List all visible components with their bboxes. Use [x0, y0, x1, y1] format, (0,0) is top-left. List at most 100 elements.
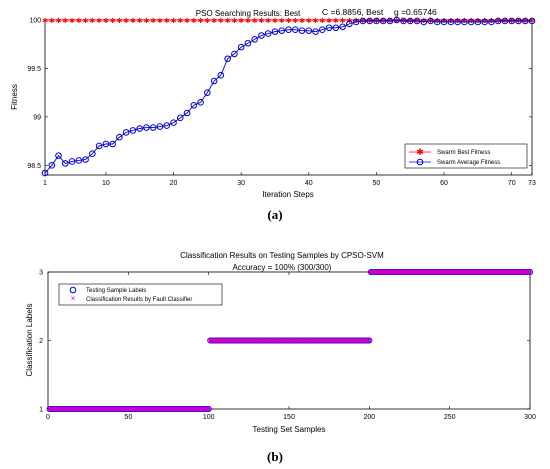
chart-a-average-point [197, 99, 204, 106]
chart-a-best-point: ✱ [130, 17, 136, 25]
chart-a-average-point [400, 17, 407, 25]
chart-a-best-point: ✱ [272, 17, 278, 25]
chart-a-average-point [264, 30, 272, 37]
chart-a-average-point [89, 150, 96, 157]
chart-a-average-point [528, 17, 536, 25]
chart-b-xtick-label: 0 [46, 414, 50, 421]
chart-a-average-point [271, 28, 279, 35]
chart-a-average-point [41, 169, 49, 177]
chart-a-average-point [515, 17, 522, 25]
chart-b-xtick-label: 50 [124, 414, 132, 421]
chart-a-best-point: ✱ [137, 17, 143, 25]
chart-a-average-point [204, 89, 211, 96]
chart-a-best-point: ✱ [164, 17, 170, 25]
chart-a-average-point [129, 127, 137, 134]
chart-a-average-point [95, 142, 103, 150]
chart-a-average-point [102, 140, 110, 148]
chart-a-best-point: ✱ [157, 17, 163, 25]
chart-a-best-point: ✱ [83, 17, 89, 25]
chart-a-average-point [298, 27, 306, 34]
chart-a-best-point: ✱ [49, 17, 55, 25]
chart-a-average-point [352, 18, 360, 26]
chart-a-best-point: ✱ [56, 17, 62, 25]
chart-a-legend-avg: Swarm Average Fitness [437, 160, 500, 166]
chart-a-best-point: ✱ [265, 17, 271, 25]
chart-a-xtick-label: 60 [440, 180, 448, 187]
chart-a-ytick-label: 99.5 [27, 66, 41, 73]
chart-a-average-point [170, 119, 177, 126]
chart-a-average-point [406, 17, 414, 25]
chart-b-series [46, 268, 534, 413]
chart-a-series-average [41, 16, 536, 177]
chart-b-ylabel: Classification Labels [25, 304, 34, 377]
chart-a-average-point [258, 32, 265, 39]
chart-a-best-point: ✱ [306, 17, 312, 25]
chart-a-average-point [434, 18, 441, 26]
chart-a-ytick-label: 98.5 [27, 163, 41, 170]
chart-a-average-point [116, 133, 123, 141]
chart-b-result-point [366, 337, 372, 344]
chart-a-best-point: ✱ [116, 17, 122, 25]
chart-a-best-point: ✱ [218, 17, 224, 25]
chart-a-average-point [467, 18, 475, 26]
chart-a-average-point [346, 20, 353, 28]
chart-a-panel-label: (a) [267, 207, 282, 222]
legend-circle-icon [69, 286, 77, 294]
chart-a-best-point: ✱ [313, 17, 319, 25]
chart-b-xtick-label: 100 [203, 414, 215, 421]
chart-a-average-point [386, 17, 394, 25]
chart-a-best-point: ✱ [238, 17, 244, 25]
legend-star-icon: ✱ [416, 147, 424, 157]
chart-a-ytick-label: 99 [33, 114, 41, 121]
chart-a-best-point: ✱ [191, 17, 197, 25]
chart-a-average-point [231, 50, 238, 58]
chart-a-title: PSO Searching Results: Best [196, 9, 301, 18]
chart-a-average-point [61, 160, 69, 167]
chart-b-xtick-label: 150 [283, 414, 295, 421]
chart-b-xtick-label: 200 [363, 414, 375, 421]
chart-a-best-point: ✱ [42, 17, 48, 25]
chart-a-legend: ✱ Swarm Best Fitness Swarm Average Fitne… [404, 143, 528, 169]
chart-b-result-point [204, 406, 210, 412]
chart-a-average-point [359, 17, 367, 25]
chart-b-xlabel: Testing Set Samples [253, 425, 326, 434]
chart-a-xtick-label: 20 [170, 180, 178, 187]
chart-a-average-point [163, 122, 171, 129]
chart-a-best-point: ✱ [333, 17, 339, 25]
chart-a-best-point: ✱ [292, 17, 298, 25]
chart-a-average-point [217, 71, 225, 79]
chart-a-legend-best: Swarm Best Fitness [437, 150, 490, 156]
chart-a-xtick-label: 73 [528, 180, 536, 187]
chart-a-best-point: ✱ [144, 17, 150, 25]
chart-a-average-point [136, 125, 143, 132]
chart-a-average-point [285, 26, 292, 33]
chart-a-best-point: ✱ [76, 17, 82, 25]
chart-a-average-point [339, 23, 346, 31]
chart-a-best-point: ✱ [394, 17, 400, 25]
chart-a-average-point [305, 27, 313, 34]
chart-a-best-point: ✱ [252, 17, 258, 25]
chart-a-best-point: ✱ [468, 17, 474, 25]
chart-a-best-point: ✱ [184, 17, 190, 25]
chart-a-best-point: ✱ [482, 17, 488, 25]
chart-a-best-point: ✱ [110, 17, 116, 25]
chart-a-average-point [244, 39, 252, 47]
chart-a-best-point: ✱ [326, 17, 332, 25]
chart-a-best-point: ✱ [475, 17, 481, 25]
chart-a-average-point [68, 158, 76, 165]
chart-a-xtick-label: 70 [508, 180, 516, 187]
chart-a-average-point [325, 24, 333, 32]
chart-a-average-point [291, 26, 299, 33]
chart-a-best-point: ✱ [488, 17, 494, 25]
chart-a-best-point: ✱ [211, 17, 217, 25]
chart-a-average-point [440, 18, 448, 26]
chart-a-average-point [481, 18, 488, 26]
chart-a-average-point [143, 124, 150, 131]
chart-a-best-point: ✱ [448, 17, 454, 25]
chart-a-best-point: ✱ [421, 17, 427, 25]
chart-b-ytick-label: 3 [39, 270, 43, 277]
chart-a-average-point [319, 26, 326, 33]
chart-a-best-point: ✱ [177, 17, 183, 25]
chart-b-legend: Testing Sample Labels × Classification R… [58, 283, 223, 306]
